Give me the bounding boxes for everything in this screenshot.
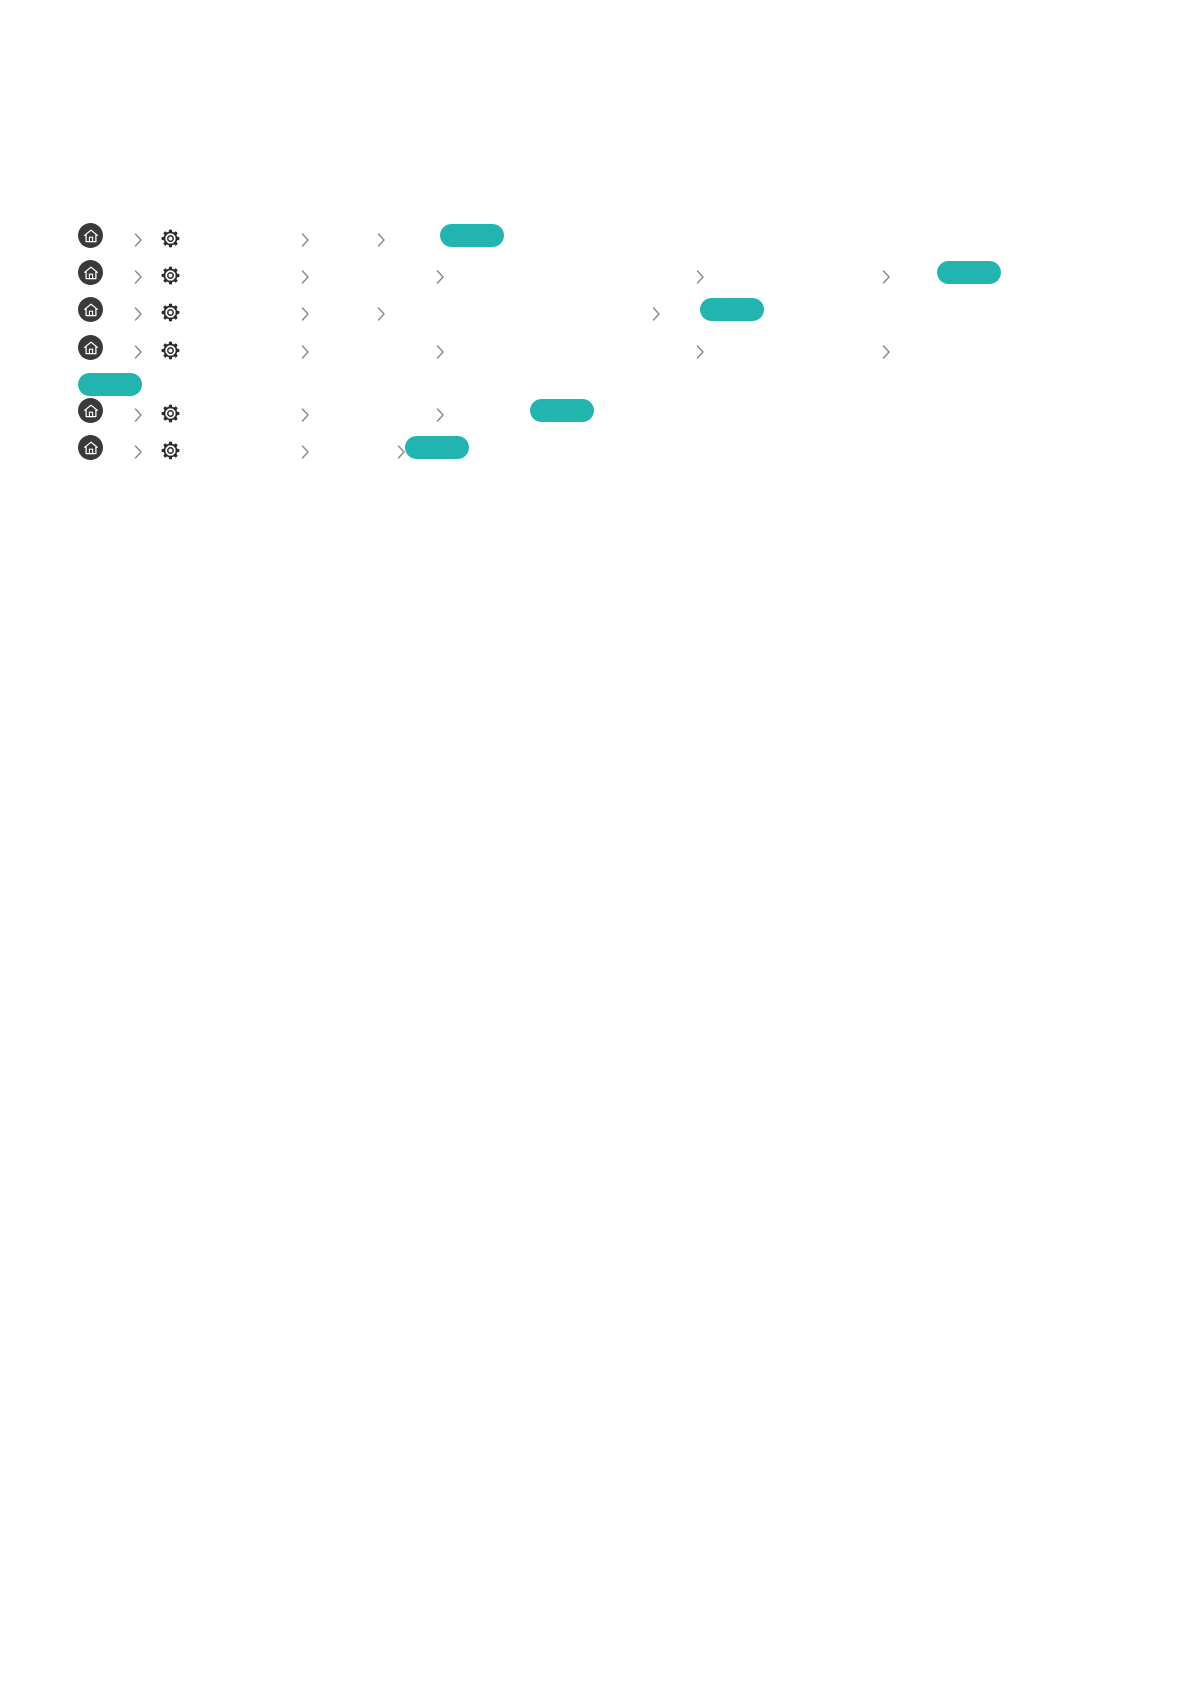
- menu-path-row[interactable]: [78, 223, 1118, 260]
- try-now-button[interactable]: [700, 298, 764, 321]
- chevron-right-icon: [133, 343, 144, 361]
- chevron-right-icon: [133, 443, 144, 461]
- chevron-right-icon: [300, 305, 311, 323]
- chevron-right-icon: [133, 268, 144, 286]
- menu-path-row[interactable]: [78, 398, 1118, 435]
- menu-path-row[interactable]: [78, 435, 1118, 472]
- chevron-right-icon: [133, 406, 144, 424]
- chevron-right-icon: [881, 343, 892, 361]
- chevron-right-icon: [300, 406, 311, 424]
- settings-gear-icon: [161, 404, 180, 423]
- chevron-right-icon: [695, 268, 706, 286]
- home-icon: [78, 297, 103, 322]
- chevron-right-icon: [435, 268, 446, 286]
- chevron-right-icon: [133, 231, 144, 249]
- try-now-button[interactable]: [405, 436, 469, 459]
- chevron-right-icon: [651, 305, 662, 323]
- chevron-right-icon: [396, 443, 407, 461]
- chevron-right-icon: [881, 268, 892, 286]
- home-icon: [78, 398, 103, 423]
- try-now-button[interactable]: [530, 399, 594, 422]
- menu-path-list: [78, 108, 1118, 460]
- try-now-button[interactable]: [440, 224, 504, 247]
- chevron-right-icon: [435, 343, 446, 361]
- home-icon: [78, 223, 103, 248]
- chevron-right-icon: [695, 343, 706, 361]
- settings-gear-icon: [161, 229, 180, 248]
- chevron-right-icon: [435, 406, 446, 424]
- chevron-right-icon: [376, 231, 387, 249]
- home-icon: [78, 435, 103, 460]
- settings-gear-icon: [161, 266, 180, 285]
- chevron-right-icon: [133, 305, 144, 323]
- settings-gear-icon: [161, 441, 180, 460]
- menu-path-row[interactable]: [78, 335, 1118, 410]
- chevron-right-icon: [300, 231, 311, 249]
- menu-path-row[interactable]: [78, 260, 1118, 297]
- settings-gear-icon: [161, 303, 180, 322]
- try-now-button[interactable]: [78, 373, 142, 396]
- chevron-right-icon: [300, 443, 311, 461]
- home-icon: [78, 260, 103, 285]
- chevron-right-icon: [376, 305, 387, 323]
- try-now-button[interactable]: [937, 261, 1001, 284]
- home-icon: [78, 335, 103, 360]
- chevron-right-icon: [300, 343, 311, 361]
- chevron-right-icon: [300, 268, 311, 286]
- settings-gear-icon: [161, 341, 180, 360]
- menu-path-row[interactable]: [78, 297, 1118, 334]
